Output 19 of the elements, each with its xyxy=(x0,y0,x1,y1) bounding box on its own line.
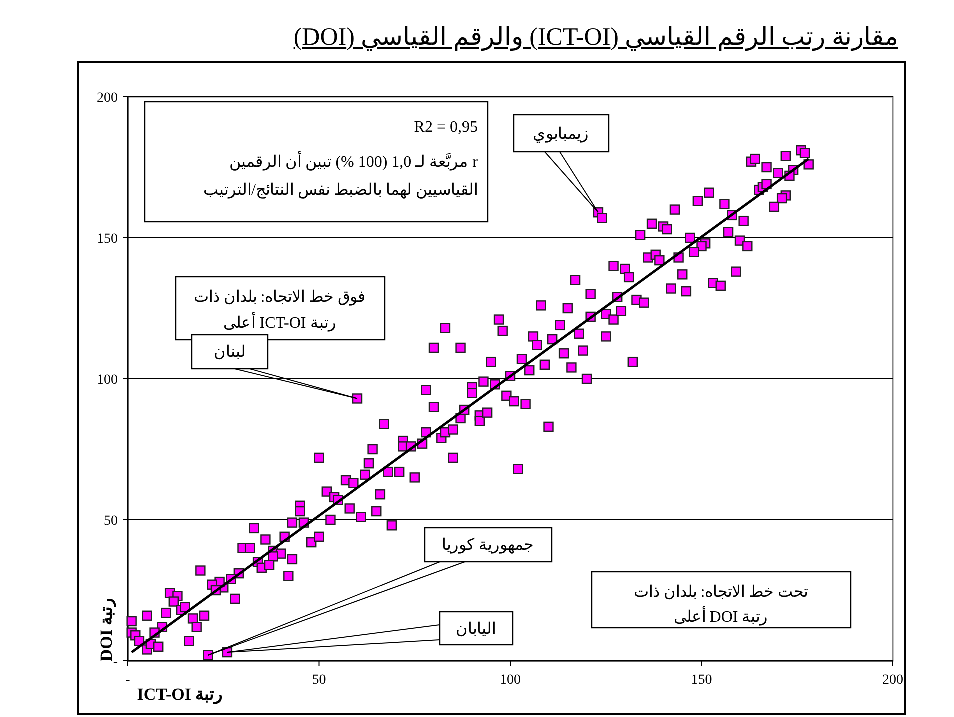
y-tick-label: 50 xyxy=(104,514,118,529)
y-tick-label: 200 xyxy=(97,91,118,106)
annotation: زيمبابوي xyxy=(533,126,589,143)
annotation: تحت خط الاتجاه: بلدان ذات رتبة DOI أعلى xyxy=(634,584,808,626)
chart-title: مقارنة رتب الرقم القياسي (ICT-OI) والرقم القياسي (DOI) xyxy=(294,24,898,52)
y-tick-label: 100 xyxy=(97,373,118,388)
x-tick-label: 150 xyxy=(691,673,712,688)
y-tick-label: 150 xyxy=(97,232,118,247)
callout: تحت خط الاتجاه: بلدان ذات رتبة DOI أعلى xyxy=(591,571,852,629)
callout: فوق خط الاتجاه: بلدان ذات رتبة ICT-OI أعلى xyxy=(175,276,386,341)
x-tick-label: 200 xyxy=(882,673,904,688)
annotation: لبنان xyxy=(214,344,246,361)
x-tick-label: 100 xyxy=(500,673,521,688)
x-axis-title: رتبة ICT-OI xyxy=(137,685,223,705)
x-tick-label: 50 xyxy=(312,673,326,688)
annotation: جمهورية كوريا xyxy=(442,537,534,554)
annotation: فوق خط الاتجاه: بلدان ذات رتبة ICT-OI أعلى xyxy=(194,289,366,332)
x-tick-label: - xyxy=(126,673,131,688)
annotation: اليابان xyxy=(456,621,496,638)
